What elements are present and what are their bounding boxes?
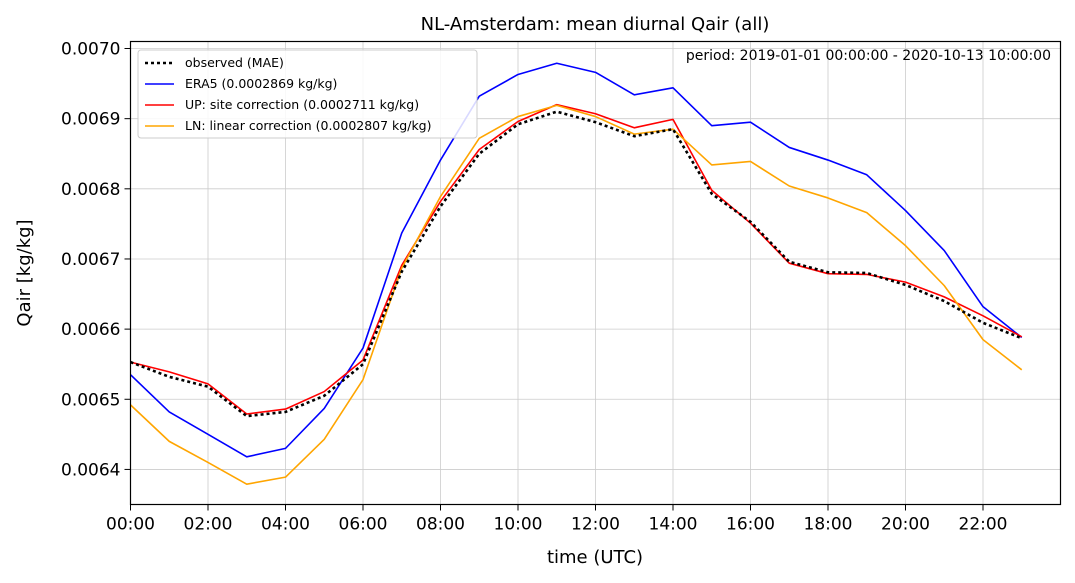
- legend-box: [137, 49, 478, 139]
- legend-label-observed: observed (MAE): [185, 55, 284, 70]
- x-tick-label: 22:00: [959, 515, 1008, 535]
- x-tick-label: 10:00: [494, 515, 543, 535]
- series-lines: [129, 62, 1023, 485]
- series-line-era5: [129, 62, 1023, 458]
- legend-label-ln: LN: linear correction (0.0002807 kg/kg): [185, 118, 432, 133]
- legend-entry-up: UP: site correction (0.0002711 kg/kg): [145, 97, 419, 112]
- y-tick-label: 0.0065: [61, 390, 120, 410]
- x-tick-label: 18:00: [804, 515, 853, 535]
- y-tick-label: 0.0067: [61, 250, 120, 270]
- legend-entry-era5: ERA5 (0.0002869 kg/kg): [145, 76, 337, 91]
- legend-entry-observed: observed (MAE): [145, 55, 284, 70]
- y-axis-title: Qair [kg/kg]: [14, 219, 35, 326]
- axis-ticks: 00:00 02:00 04:00 06:00 08:00 10:00 12:00 14:00…: [61, 40, 1007, 535]
- y-tick-label: 0.0064: [61, 460, 120, 480]
- legend-label-era5: ERA5 (0.0002869 kg/kg): [185, 76, 337, 91]
- y-tick-label: 0.0066: [61, 320, 120, 340]
- legend-entry-ln: LN: linear correction (0.0002807 kg/kg): [145, 118, 432, 133]
- y-tick-label: 0.0069: [61, 110, 120, 130]
- series-line-ln: [129, 104, 1023, 485]
- legend-label-up: UP: site correction (0.0002711 kg/kg): [185, 97, 419, 112]
- series-line-observed: [130, 110, 1023, 418]
- x-tick-label: 00:00: [106, 515, 155, 535]
- x-tick-label: 12:00: [571, 515, 620, 535]
- chart-title: NL-Amsterdam: mean diurnal Qair (all): [421, 14, 770, 35]
- period-annotation: period: 2019-01-01 00:00:00 - 2020-10-13…: [686, 48, 1051, 64]
- x-tick-label: 14:00: [649, 515, 698, 535]
- series-line-up: [130, 103, 1023, 415]
- x-tick-label: 02:00: [184, 515, 233, 535]
- y-tick-label: 0.0070: [61, 40, 120, 60]
- x-tick-label: 20:00: [881, 515, 930, 535]
- x-tick-label: 16:00: [726, 515, 775, 535]
- x-tick-label: 04:00: [261, 515, 310, 535]
- x-tick-label: 06:00: [339, 515, 388, 535]
- x-tick-label: 08:00: [416, 515, 465, 535]
- y-tick-label: 0.0068: [61, 180, 120, 200]
- legend: observed (MAE) ERA5 (0.0002869 kg/kg) UP…: [137, 49, 478, 139]
- x-axis-title: time (UTC): [547, 547, 643, 568]
